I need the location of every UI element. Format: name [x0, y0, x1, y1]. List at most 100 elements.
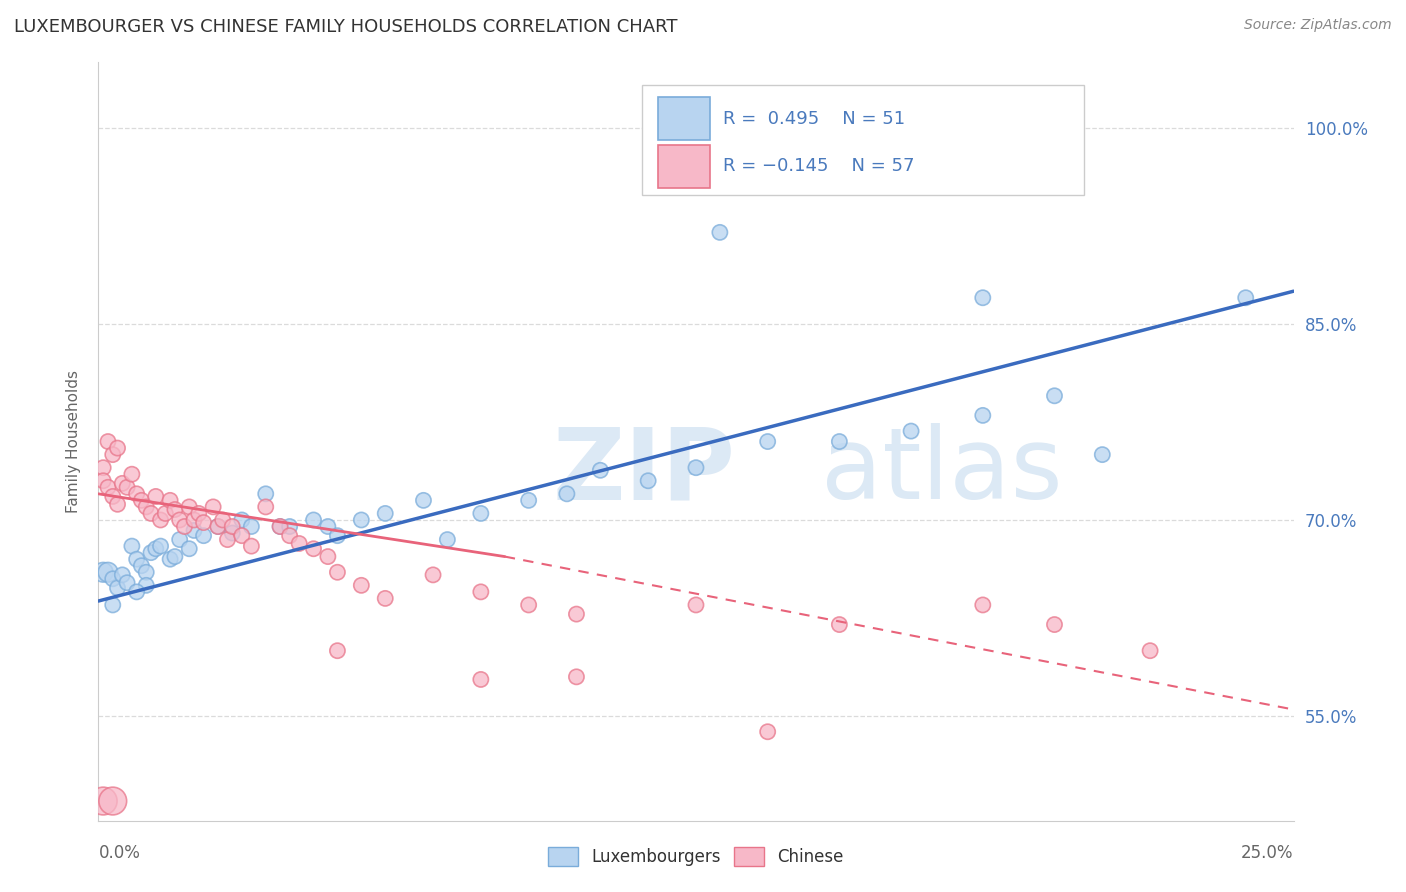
Point: [350, 578, 373, 592]
Text: 25.0%: 25.0%: [1241, 844, 1294, 863]
Point: [756, 724, 779, 739]
Point: [193, 516, 215, 530]
Point: [207, 519, 229, 533]
Point: [972, 291, 994, 305]
Point: [101, 598, 124, 612]
Point: [149, 539, 172, 553]
Point: [97, 566, 120, 580]
Point: [135, 500, 157, 514]
Point: [91, 794, 114, 808]
Point: [101, 448, 124, 462]
FancyBboxPatch shape: [658, 145, 710, 187]
Point: [470, 507, 492, 521]
Point: [135, 566, 157, 580]
Text: 0.0%: 0.0%: [98, 844, 141, 863]
Point: [135, 578, 157, 592]
Point: [685, 460, 707, 475]
Point: [125, 552, 148, 566]
Point: [97, 480, 120, 494]
Point: [121, 539, 143, 553]
Point: [828, 617, 851, 632]
Text: atlas: atlas: [821, 424, 1063, 520]
Point: [131, 558, 153, 573]
Point: [565, 670, 588, 684]
Point: [115, 575, 138, 590]
Point: [202, 500, 225, 514]
Point: [316, 549, 339, 564]
Point: [278, 519, 301, 533]
Point: [1139, 643, 1161, 657]
Point: [121, 467, 143, 482]
Point: [107, 581, 129, 595]
FancyBboxPatch shape: [658, 97, 710, 140]
Point: [517, 493, 540, 508]
Point: [149, 513, 172, 527]
Point: [517, 598, 540, 612]
Point: [101, 572, 124, 586]
Point: [302, 541, 325, 556]
Point: [900, 424, 922, 438]
Point: [374, 507, 396, 521]
Point: [637, 474, 659, 488]
Point: [231, 529, 253, 543]
Point: [302, 513, 325, 527]
Point: [972, 598, 994, 612]
Point: [709, 226, 731, 240]
Point: [972, 409, 994, 423]
Point: [97, 434, 120, 449]
Point: [111, 567, 134, 582]
Point: [145, 541, 167, 556]
Point: [269, 519, 291, 533]
Point: [169, 513, 191, 527]
Point: [288, 536, 311, 550]
Point: [101, 490, 124, 504]
Point: [183, 513, 205, 527]
Point: [107, 441, 129, 455]
Point: [221, 526, 243, 541]
Legend: Luxembourgers, Chinese: Luxembourgers, Chinese: [541, 840, 851, 873]
FancyBboxPatch shape: [643, 85, 1084, 195]
Point: [278, 529, 301, 543]
Point: [685, 598, 707, 612]
Point: [422, 567, 444, 582]
Point: [565, 607, 588, 621]
Point: [555, 487, 578, 501]
Point: [231, 513, 253, 527]
Text: LUXEMBOURGER VS CHINESE FAMILY HOUSEHOLDS CORRELATION CHART: LUXEMBOURGER VS CHINESE FAMILY HOUSEHOLD…: [14, 18, 678, 36]
Point: [221, 519, 243, 533]
Point: [374, 591, 396, 606]
Point: [139, 546, 162, 560]
Point: [269, 519, 291, 533]
Point: [207, 519, 229, 533]
Point: [107, 497, 129, 511]
Point: [179, 500, 201, 514]
Point: [131, 493, 153, 508]
Point: [316, 519, 339, 533]
Point: [756, 434, 779, 449]
Text: R = −0.145    N = 57: R = −0.145 N = 57: [724, 157, 915, 176]
Point: [169, 533, 191, 547]
Point: [91, 460, 114, 475]
Point: [254, 500, 277, 514]
Point: [211, 513, 233, 527]
Point: [155, 507, 177, 521]
Y-axis label: Family Households: Family Households: [66, 370, 82, 513]
Point: [217, 533, 239, 547]
Text: Source: ZipAtlas.com: Source: ZipAtlas.com: [1244, 18, 1392, 32]
Text: ZIP: ZIP: [553, 424, 735, 520]
Point: [145, 490, 167, 504]
Point: [412, 493, 434, 508]
Point: [125, 487, 148, 501]
Point: [326, 566, 349, 580]
Point: [139, 507, 162, 521]
Point: [326, 643, 349, 657]
Point: [125, 585, 148, 599]
Point: [193, 529, 215, 543]
Point: [183, 524, 205, 538]
Point: [91, 566, 114, 580]
Point: [254, 487, 277, 501]
Text: R =  0.495    N = 51: R = 0.495 N = 51: [724, 110, 905, 128]
Point: [163, 502, 186, 516]
Point: [470, 673, 492, 687]
Point: [589, 463, 612, 477]
